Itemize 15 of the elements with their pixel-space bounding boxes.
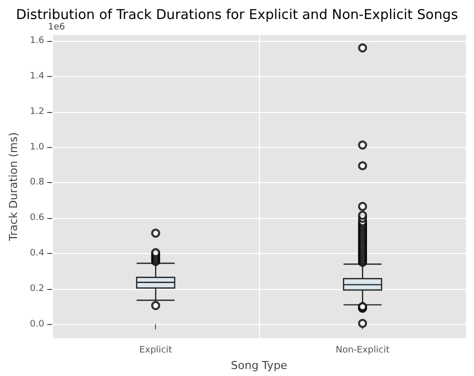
text: 1e6	[48, 22, 66, 32]
x-tick-label: Explicit	[139, 346, 172, 356]
y-tick-label: 1.6	[30, 36, 44, 46]
x-axis-title: Song Type	[230, 359, 288, 372]
y-tick-label: 1.0	[30, 142, 44, 152]
y-tick-label: 0.2	[30, 284, 44, 294]
y-tick-label: 0.4	[30, 248, 44, 259]
y-tick-label: 1.4	[30, 72, 44, 82]
y-tick-label: 0.0	[30, 319, 44, 330]
x-tick-label: Non-Explicit	[336, 346, 390, 356]
y-tick-label: 0.6	[30, 213, 44, 224]
y-tick-label: 0.8	[30, 178, 44, 188]
y-axis-title: Track Duration (ms)	[7, 132, 20, 242]
chart-title: Distribution of Track Durations for Explicit and Non-Explicit Songs	[16, 7, 458, 23]
y-tick-label: 1.2	[30, 106, 44, 117]
